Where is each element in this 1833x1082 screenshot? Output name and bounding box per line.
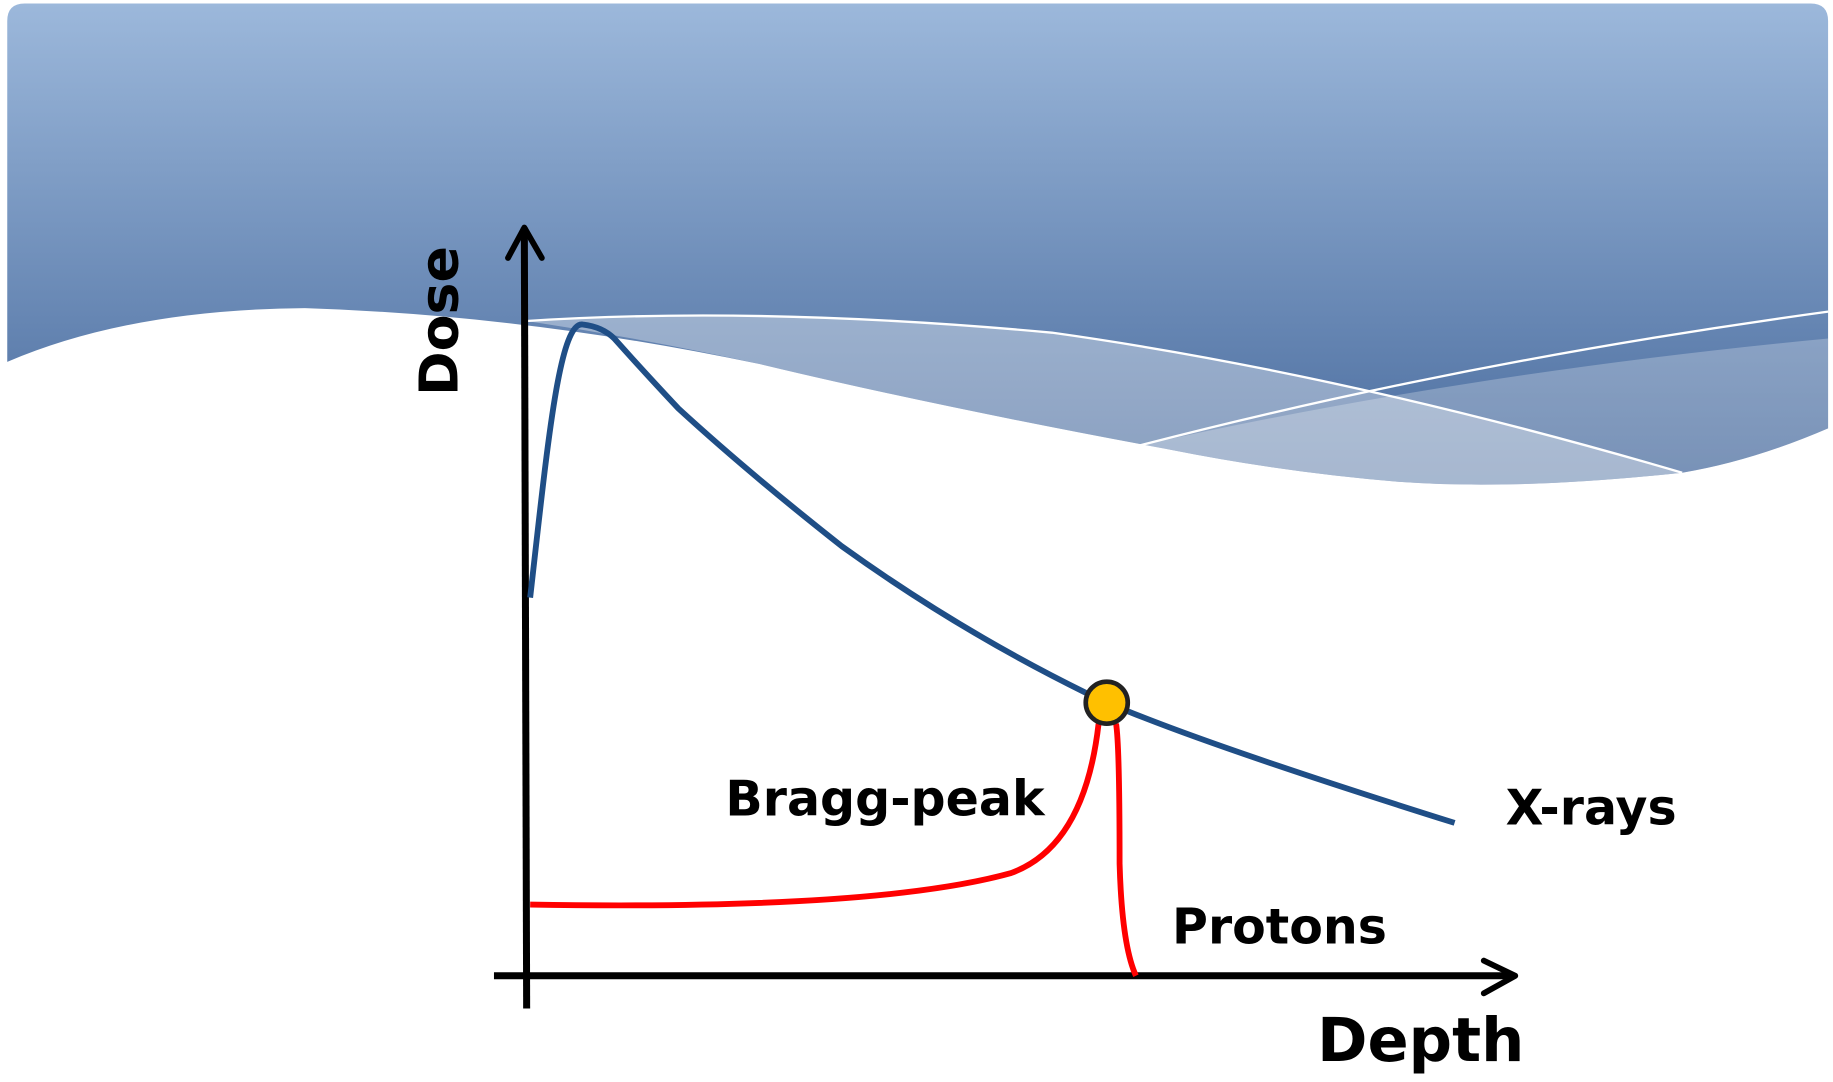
- x-axis-label: Depth: [1317, 1006, 1524, 1076]
- x-ray-curve: [527, 321, 1456, 826]
- annotation-label: Bragg-peak: [725, 769, 1046, 827]
- header-band: [526, 315, 1683, 485]
- proton-curve: [530, 723, 1102, 909]
- y-axis-label: Dose: [407, 246, 470, 396]
- header-banner: [7, 3, 1829, 485]
- proton-curve: [1113, 723, 1139, 978]
- curve-label: Protons: [1172, 898, 1387, 956]
- header-line: [526, 314, 1683, 474]
- header-band: [1133, 338, 1829, 485]
- y-axis: [520, 227, 531, 1009]
- header-line: [1133, 310, 1829, 449]
- y-axis-arrow: [505, 224, 545, 261]
- x-axis-arrow: [1480, 957, 1519, 997]
- bragg-peak-marker: [1083, 679, 1131, 727]
- curve-label: X-rays: [1506, 779, 1677, 837]
